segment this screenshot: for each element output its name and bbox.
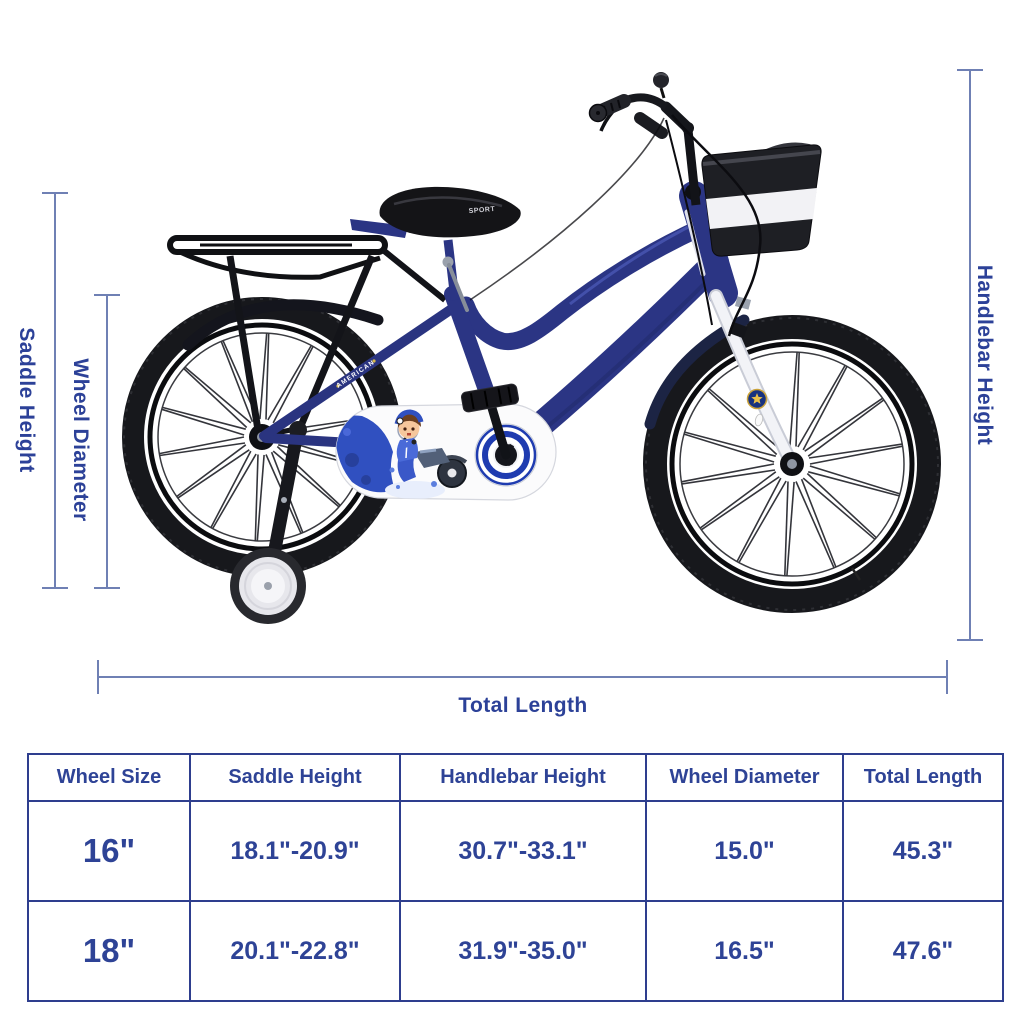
table-row: 16" 18.1"-20.9" 30.7"-33.1" 15.0" 45.3" bbox=[27, 800, 1004, 902]
handlebar-height-label: Handlebar Height bbox=[973, 265, 996, 445]
top-tube-highlight bbox=[569, 220, 699, 306]
bell bbox=[653, 72, 669, 88]
header-wheel-diameter: Wheel Diameter bbox=[645, 753, 844, 802]
table-header-row: Wheel Size Saddle Height Handlebar Heigh… bbox=[27, 753, 1004, 802]
cell-saddle-height: 20.1"-22.8" bbox=[189, 900, 401, 1002]
handlebar bbox=[588, 72, 701, 206]
total-length-label: Total Length bbox=[458, 694, 587, 717]
total-length-dimension-line bbox=[97, 660, 948, 694]
cell-saddle-height: 18.1"-20.9" bbox=[189, 800, 401, 902]
head-tube bbox=[679, 181, 738, 308]
saddle-height-label: Saddle Height bbox=[15, 327, 38, 472]
saddle-height-dimension-line bbox=[42, 192, 68, 589]
chain-guard bbox=[335, 403, 557, 501]
crank-arm bbox=[487, 403, 511, 460]
saddle-assembly: SPORT bbox=[350, 186, 521, 312]
handlebar-height-dimension-line bbox=[957, 69, 983, 641]
cell-total-length: 45.3" bbox=[842, 800, 1004, 902]
wheel-diameter-label: Wheel Diameter bbox=[69, 358, 92, 521]
chain-guard-artwork bbox=[336, 409, 468, 499]
pedal bbox=[460, 383, 520, 413]
front-basket bbox=[701, 142, 822, 257]
saddle bbox=[379, 186, 521, 238]
dimension-lines bbox=[42, 69, 983, 694]
brake-cables bbox=[469, 114, 762, 337]
cell-handlebar-height: 31.9"-35.0" bbox=[399, 900, 647, 1002]
stem bbox=[660, 101, 694, 134]
header-total-length: Total Length bbox=[842, 753, 1004, 802]
saddle-bracket bbox=[350, 219, 408, 238]
size-spec-table: Wheel Size Saddle Height Handlebar Heigh… bbox=[27, 753, 1004, 1002]
cell-wheel-diameter: 15.0" bbox=[645, 800, 844, 902]
cell-wheel-diameter: 16.5" bbox=[645, 900, 844, 1002]
down-tube bbox=[503, 249, 729, 459]
quick-release-lever bbox=[447, 263, 469, 312]
basket-stripe bbox=[706, 188, 817, 229]
top-tube bbox=[457, 219, 709, 351]
cell-handlebar-height: 30.7"-33.1" bbox=[399, 800, 647, 902]
wheel-diameter-dimension-line bbox=[94, 294, 120, 589]
steerer bbox=[683, 129, 701, 206]
fork-label bbox=[754, 413, 764, 427]
saddle-decal-text: SPORT bbox=[468, 206, 495, 215]
valve-stem bbox=[850, 567, 862, 581]
header-wheel-size: Wheel Size bbox=[27, 753, 191, 802]
cell-wheel-size: 16" bbox=[27, 800, 191, 902]
pedal-assembly bbox=[460, 383, 520, 460]
star-decal-star bbox=[751, 393, 763, 404]
down-tube-shadow bbox=[524, 274, 714, 446]
front-fork bbox=[709, 289, 804, 476]
table-row: 18" 20.1"-22.8" 31.9"-35.0" 16.5" 47.6" bbox=[27, 900, 1004, 1002]
header-handlebar-height: Handlebar Height bbox=[399, 753, 647, 802]
cell-total-length: 47.6" bbox=[842, 900, 1004, 1002]
far-grip bbox=[634, 112, 668, 139]
training-wheel bbox=[230, 421, 307, 624]
header-saddle-height: Saddle Height bbox=[189, 753, 401, 802]
cell-wheel-size: 18" bbox=[27, 900, 191, 1002]
rear-wheel-spokes bbox=[159, 333, 365, 541]
